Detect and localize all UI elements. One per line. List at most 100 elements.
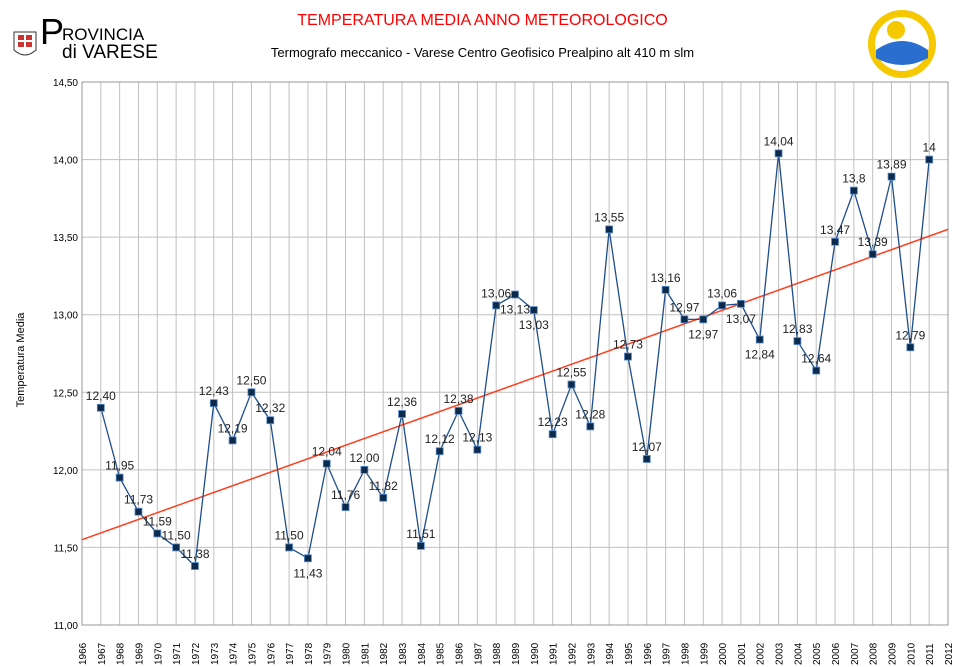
data-point	[605, 225, 614, 234]
svg-text:ROVINCIA: ROVINCIA	[62, 25, 145, 44]
y-tick-label: 11,50	[54, 543, 79, 554]
x-tick-label: 1980	[342, 642, 353, 665]
x-tick-label: 2007	[850, 642, 861, 665]
data-label: 12,19	[218, 421, 248, 435]
x-tick-label: 2012	[944, 642, 955, 665]
x-tick-label: 2000	[718, 642, 729, 665]
chart-title: TEMPERATURA MEDIA ANNO METEOROLOGICO	[297, 12, 668, 29]
data-label: 11,76	[331, 488, 360, 502]
x-tick-label: 2011	[925, 643, 936, 665]
y-tick-label: 11,00	[54, 621, 79, 632]
data-label: 12,38	[444, 392, 474, 406]
data-point	[887, 172, 896, 181]
data-point	[849, 186, 858, 195]
data-point	[548, 430, 557, 439]
sun-logo	[862, 2, 942, 82]
data-label: 11,50	[275, 528, 304, 542]
data-point	[642, 455, 651, 463]
data-point	[322, 459, 331, 468]
data-label: 13,8	[842, 172, 866, 186]
x-tick-label: 1992	[567, 642, 578, 665]
x-tick-label: 1982	[379, 642, 390, 665]
x-tick-label: 1977	[285, 642, 296, 665]
x-tick-label: 1990	[530, 642, 541, 665]
data-label: 12,36	[387, 395, 417, 409]
data-point	[793, 337, 802, 345]
data-point	[906, 343, 915, 352]
data-point	[285, 543, 293, 552]
chart-subtitle: Termografo meccanico - Varese Centro Geo…	[270, 45, 695, 60]
y-tick-label: 12,50	[53, 388, 78, 399]
data-point	[529, 306, 538, 314]
x-tick-label: 2008	[869, 642, 880, 665]
y-tick-label: 13,50	[53, 233, 78, 244]
data-point	[379, 493, 388, 502]
x-tick-label: 2004	[793, 642, 804, 665]
x-tick-label: 2009	[888, 642, 899, 665]
data-label: 11,50	[162, 528, 191, 542]
svg-text:P: P	[40, 18, 64, 52]
trend-line	[81, 228, 949, 541]
y-tick-label: 12,00	[53, 466, 78, 477]
data-point	[624, 352, 632, 361]
data-label: 11,51	[406, 527, 435, 541]
data-point	[755, 335, 764, 344]
data-label: 12,97	[669, 300, 699, 314]
data-point	[228, 436, 237, 445]
data-label: 12,07	[632, 440, 662, 454]
data-label: 13,06	[707, 286, 737, 300]
data-point	[247, 388, 256, 397]
y-tick-label: 14,00	[53, 156, 78, 167]
data-point	[774, 149, 783, 158]
x-tick-label: 2005	[812, 642, 823, 665]
x-tick-label: 1991	[549, 642, 560, 665]
plot-border	[81, 81, 949, 626]
x-tick-label: 1975	[247, 642, 258, 665]
data-label: 12,64	[801, 352, 831, 366]
data-point	[416, 541, 425, 550]
data-label: 11,43	[293, 566, 322, 580]
x-tick-label: 2001	[737, 642, 748, 665]
data-label: 12,13	[462, 431, 492, 445]
data-point	[360, 465, 369, 474]
data-point	[718, 301, 726, 310]
x-tick-label: 1970	[153, 642, 164, 665]
data-label: 11,73	[124, 493, 153, 507]
data-label: 12,55	[556, 366, 586, 380]
data-label: 11,59	[143, 514, 172, 528]
y-axis-label: Temperatura Media	[15, 312, 27, 408]
data-point	[586, 422, 595, 431]
x-tick-label: 2006	[831, 642, 842, 665]
data-label: 11,95	[105, 459, 134, 473]
x-tick-label: 1986	[455, 642, 466, 665]
data-label: 12,00	[349, 451, 379, 465]
data-label: 13,13	[500, 303, 530, 317]
data-label: 12,84	[745, 348, 775, 362]
y-tick-label: 13,00	[53, 311, 78, 322]
x-tick-label: 1969	[134, 642, 145, 665]
data-point	[115, 473, 124, 482]
data-point	[473, 445, 482, 454]
data-point	[398, 410, 406, 418]
data-point	[699, 315, 708, 324]
data-point	[567, 380, 576, 389]
x-tick-label: 1987	[473, 642, 484, 665]
data-label: 11,38	[180, 547, 209, 561]
x-tick-label: 1979	[323, 642, 334, 665]
data-label: 13,06	[481, 286, 511, 300]
data-point	[868, 250, 877, 259]
x-tick-label: 1998	[680, 642, 691, 665]
x-tick-label: 1972	[191, 642, 202, 665]
data-point	[153, 529, 162, 538]
data-point	[511, 290, 519, 299]
data-label: 12,79	[895, 328, 925, 342]
provincia-varese-logo: P ROVINCIA di VARESE	[10, 11, 180, 63]
data-label: 12,23	[538, 415, 568, 429]
x-tick-label: 1973	[210, 642, 221, 665]
data-label: 12,40	[86, 389, 116, 403]
data-label: 13,16	[651, 271, 681, 285]
x-tick-label: 1999	[699, 642, 710, 665]
data-label: 13,89	[877, 158, 907, 172]
